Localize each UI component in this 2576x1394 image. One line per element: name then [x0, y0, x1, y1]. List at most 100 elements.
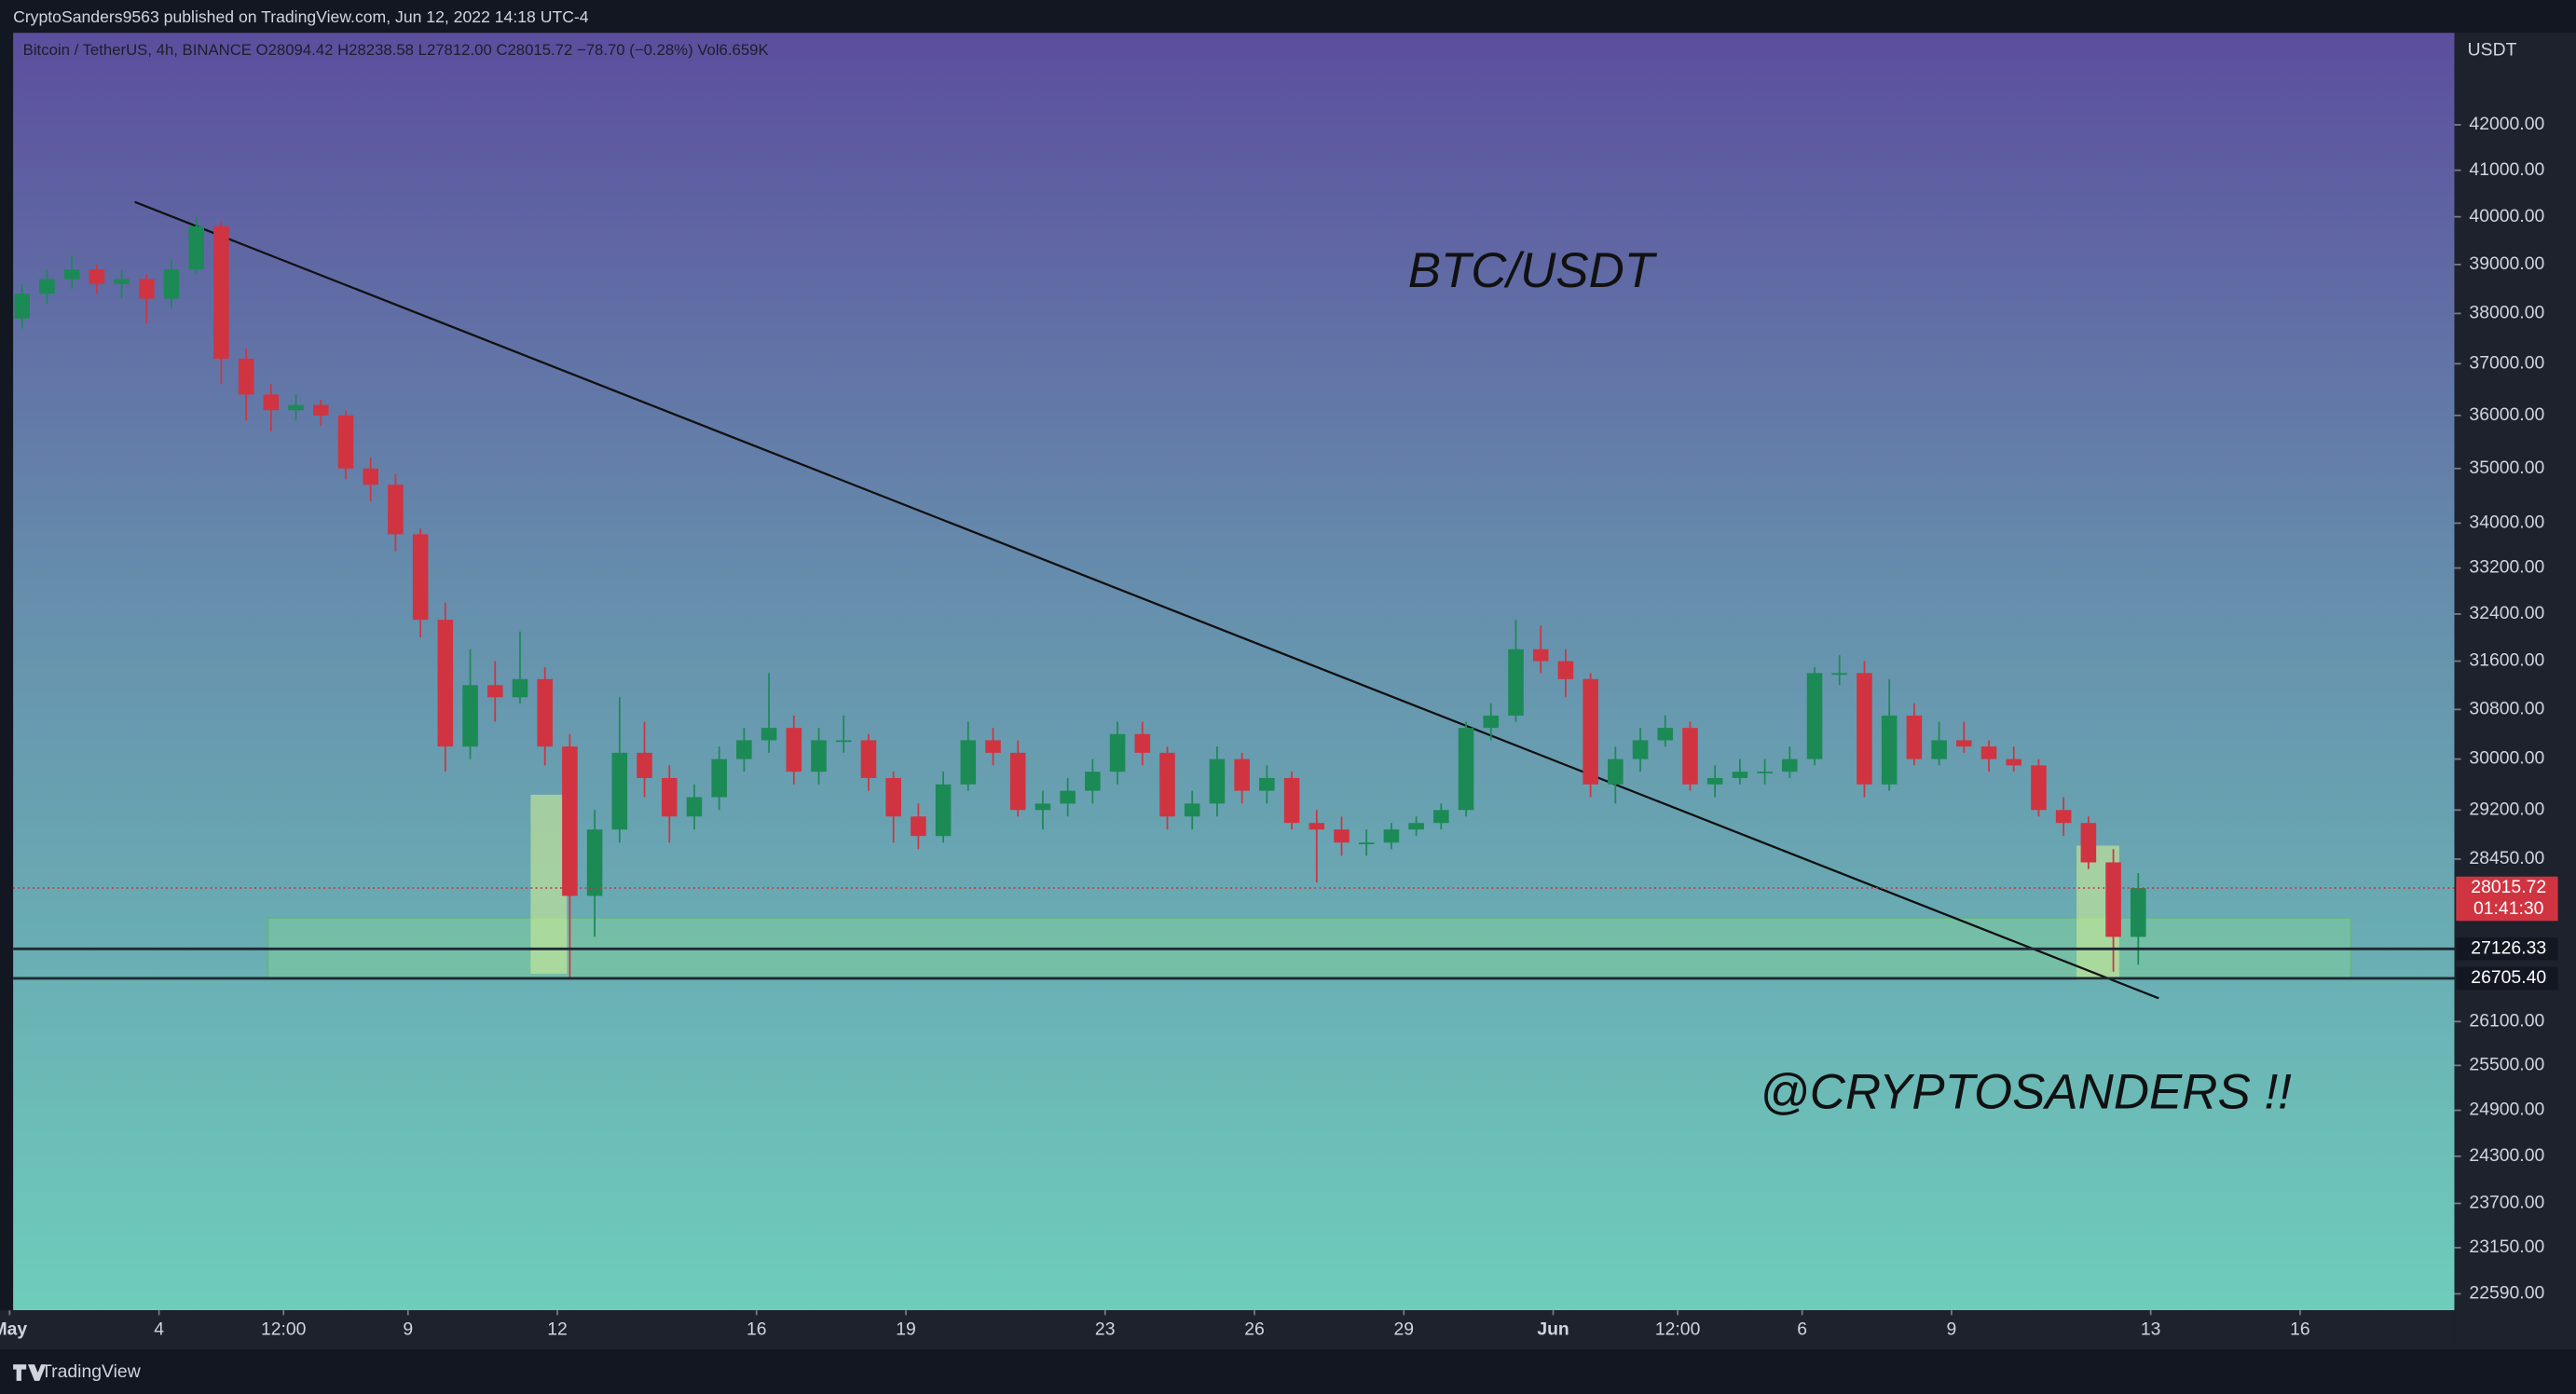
- candle-body: [2080, 823, 2097, 863]
- candle-body: [1408, 823, 1424, 830]
- candle-body: [1608, 758, 1624, 785]
- x-tick-label: 9: [403, 1319, 413, 1339]
- candle-body: [1283, 777, 1300, 824]
- trend-line: [134, 200, 2159, 1000]
- y-tick-label: 35000.00: [2469, 458, 2544, 478]
- x-tick-label: 6: [1797, 1319, 1807, 1339]
- candle-body: [288, 404, 304, 411]
- candle-body: [1831, 673, 1848, 676]
- candle-body: [611, 752, 628, 830]
- candle-body: [1383, 829, 1400, 843]
- candle-body: [811, 740, 827, 772]
- candle-body: [960, 740, 977, 785]
- candle-body: [1682, 728, 1698, 785]
- x-tick-label: Jun: [1537, 1319, 1569, 1339]
- annotation: @CRYPTOSANDERS !!: [1760, 1064, 2292, 1119]
- x-tick-label: 29: [1393, 1319, 1414, 1339]
- logo-icon: [13, 1364, 47, 1381]
- candle-body: [263, 394, 280, 411]
- time-axis: [0, 1310, 2455, 1350]
- candle-body: [39, 279, 55, 294]
- y-tick-label: 33200.00: [2469, 557, 2544, 578]
- candle-body: [437, 620, 454, 747]
- candle-body: [1259, 777, 1275, 791]
- candle-body: [1757, 772, 1773, 773]
- candle-body: [1732, 772, 1748, 778]
- candle-body: [637, 752, 652, 778]
- candle-body: [661, 777, 678, 817]
- candle-body: [911, 816, 926, 837]
- y-tick-label: 30800.00: [2469, 699, 2544, 719]
- y-tick-label: 37000.00: [2469, 352, 2544, 373]
- y-tick-label: 32400.00: [2469, 603, 2544, 623]
- candle-body: [1557, 661, 1574, 679]
- candle-body: [2031, 765, 2047, 811]
- candle-body: [786, 728, 802, 772]
- y-tick-label: 38000.00: [2469, 303, 2544, 323]
- candle-body: [1458, 728, 1474, 811]
- candle-body: [686, 797, 703, 817]
- candle-body: [562, 746, 578, 896]
- currency: USDT: [2468, 40, 2517, 61]
- candle-body: [711, 758, 727, 798]
- legend: Bitcoin / TetherUS, 4h, BINANCE O28094.4…: [23, 41, 769, 59]
- price-tag-label: 28015.72: [2471, 877, 2546, 897]
- candle-body: [1309, 823, 1325, 830]
- logo-text: TradingView: [41, 1361, 142, 1382]
- candle-body: [337, 415, 354, 469]
- candle-body: [412, 534, 429, 621]
- candle-body: [1035, 803, 1051, 811]
- candle-body: [163, 269, 180, 299]
- candle-body: [114, 279, 130, 284]
- price-tag-label: 27126.33: [2471, 937, 2546, 958]
- y-tick-label: 23150.00: [2469, 1237, 2544, 1257]
- candle-body: [388, 485, 404, 535]
- x-tick-label: May: [0, 1319, 27, 1339]
- candle-body: [486, 685, 503, 698]
- x-tick-label: 12: [547, 1319, 568, 1339]
- candle-body: [1508, 649, 1524, 716]
- y-tick-label: 41000.00: [2469, 159, 2544, 180]
- candle-body: [1857, 673, 1872, 785]
- candle-body: [1184, 803, 1200, 817]
- candle-body: [1881, 715, 1898, 785]
- candle-body: [312, 404, 329, 416]
- candle-body: [139, 279, 155, 299]
- candle-body: [63, 269, 80, 280]
- candle-body: [537, 678, 553, 747]
- candle-body: [1334, 829, 1350, 843]
- candle-body: [1134, 733, 1151, 753]
- y-tick-label: 39000.00: [2469, 253, 2544, 274]
- price-tag-label: 26705.40: [2471, 967, 2546, 988]
- candle-body: [1980, 746, 1997, 759]
- x-tick-label: 12:00: [1655, 1319, 1701, 1339]
- candle-body: [1085, 772, 1101, 791]
- candle-body: [89, 269, 105, 284]
- candle-body: [1782, 758, 1798, 772]
- candle-body: [860, 740, 877, 778]
- candle-body: [462, 685, 478, 747]
- candle-body: [512, 678, 528, 698]
- candle-body: [1657, 728, 1674, 741]
- candle-body: [586, 829, 603, 896]
- x-tick-label: 19: [896, 1319, 916, 1339]
- x-tick-label: 4: [154, 1319, 164, 1339]
- y-tick-label: 24900.00: [2469, 1100, 2544, 1120]
- candle-body: [1931, 740, 1947, 759]
- price-axis: [2454, 33, 2576, 1350]
- candle-body: [935, 784, 952, 837]
- plot-area: [13, 33, 2455, 1311]
- y-tick-label: 28450.00: [2469, 848, 2544, 868]
- plot-layer: [13, 200, 2455, 1000]
- price-tag: [2456, 876, 2558, 922]
- candle-body: [363, 468, 378, 485]
- x-tick-label: 23: [1095, 1319, 1116, 1339]
- candle-body: [1358, 842, 1375, 844]
- candle-body: [985, 740, 1001, 753]
- candle-body: [238, 358, 254, 395]
- y-tick-label: 40000.00: [2469, 206, 2544, 226]
- candle-body: [2105, 862, 2121, 937]
- candle-body: [1159, 752, 1175, 817]
